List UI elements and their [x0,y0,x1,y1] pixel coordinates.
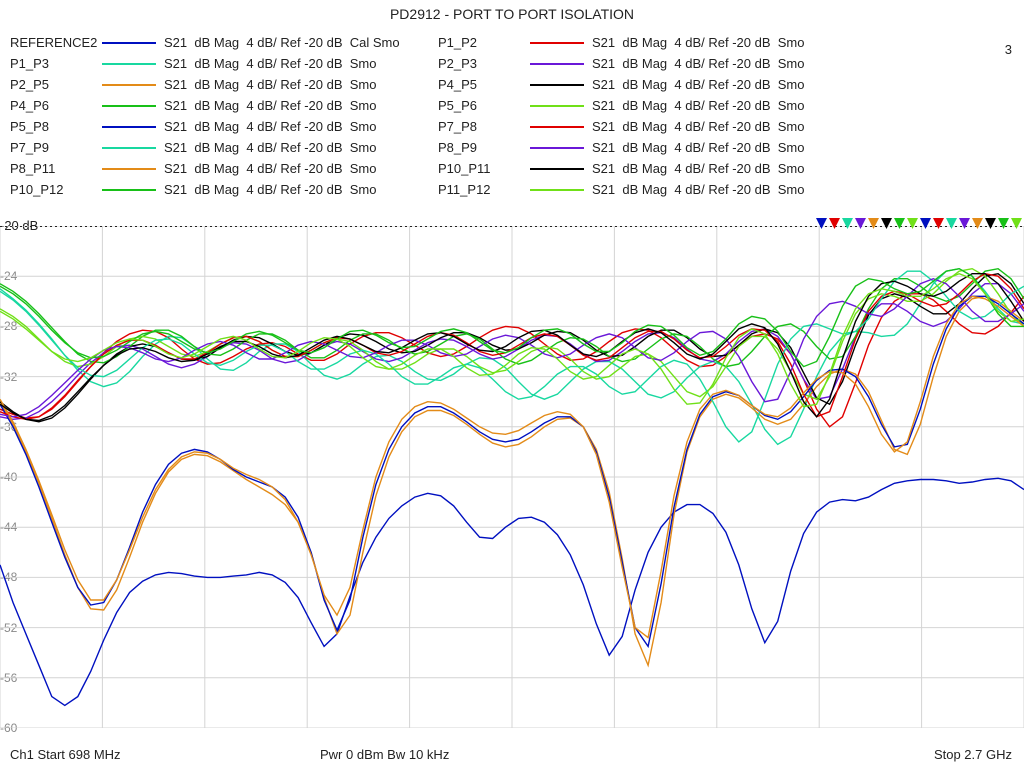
legend-trace-name: P5_P8 [10,119,102,134]
legend-trace-name: P2_P5 [10,77,102,92]
legend-swatch [102,105,156,107]
legend-trace-name: P1_P2 [438,35,530,50]
legend-swatch [530,126,584,128]
legend-item: P1_P2 S21 dB Mag 4 dB/ Ref -20 dB Smo [438,35,866,50]
marker-triangle-icon [933,218,944,229]
legend-item: P4_P5 S21 dB Mag 4 dB/ Ref -20 dB Smo [438,77,866,92]
x-stop-label: Stop 2.7 GHz [934,747,1012,762]
legend-item: P2_P3 S21 dB Mag 4 dB/ Ref -20 dB Smo [438,56,866,71]
legend-swatch [530,147,584,149]
legend-trace-name: P8_P9 [438,140,530,155]
marker-triangle-icon [881,218,892,229]
legend-params: S21 dB Mag 4 dB/ Ref -20 dB Cal Smo [164,35,400,50]
legend-swatch [102,147,156,149]
legend-item: P7_P9 S21 dB Mag 4 dB/ Ref -20 dB Smo [10,140,438,155]
legend-swatch [530,168,584,170]
marker-triangle-icon [1011,218,1022,229]
marker-triangle-icon [868,218,879,229]
legend-trace-name: P1_P3 [10,56,102,71]
legend-swatch [102,42,156,44]
legend-trace-name: P7_P9 [10,140,102,155]
legend-item: P8_P11 S21 dB Mag 4 dB/ Ref -20 dB Smo [10,161,438,176]
marker-triangle-icon [855,218,866,229]
chart-title: PD2912 - PORT TO PORT ISOLATION [0,6,1024,22]
legend-swatch [530,84,584,86]
legend-item: REFERENCE2 S21 dB Mag 4 dB/ Ref -20 dB Ca… [10,35,438,50]
trace-markers [804,216,1024,232]
marker-triangle-icon [985,218,996,229]
legend-item: P5_P6 S21 dB Mag 4 dB/ Ref -20 dB Smo [438,98,866,113]
legend-params: S21 dB Mag 4 dB/ Ref -20 dB Smo [164,161,376,176]
marker-triangle-icon [998,218,1009,229]
legend-params: S21 dB Mag 4 dB/ Ref -20 dB Smo [164,119,376,134]
legend-item: P4_P6 S21 dB Mag 4 dB/ Ref -20 dB Smo [10,98,438,113]
legend-item: P7_P8 S21 dB Mag 4 dB/ Ref -20 dB Smo [438,119,866,134]
x-start-label: Ch1 Start 698 MHz [10,747,121,762]
legend-swatch [530,42,584,44]
legend-swatch [102,84,156,86]
legend-item: P10_P11 S21 dB Mag 4 dB/ Ref -20 dB Smo [438,161,866,176]
legend-trace-name: P4_P6 [10,98,102,113]
legend-item: P8_P9 S21 dB Mag 4 dB/ Ref -20 dB Smo [438,140,866,155]
legend-params: S21 dB Mag 4 dB/ Ref -20 dB Smo [592,119,804,134]
legend-params: S21 dB Mag 4 dB/ Ref -20 dB Smo [592,77,804,92]
legend-params: S21 dB Mag 4 dB/ Ref -20 dB Smo [592,56,804,71]
legend-swatch [102,189,156,191]
legend-trace-name: P5_P6 [438,98,530,113]
pwr-bw-label: Pwr 0 dBm Bw 10 kHz [320,747,449,762]
legend-swatch [530,63,584,65]
legend-params: S21 dB Mag 4 dB/ Ref -20 dB Smo [164,182,376,197]
marker-triangle-icon [920,218,931,229]
marker-triangle-icon [842,218,853,229]
legend-trace-name: P4_P5 [438,77,530,92]
legend-params: S21 dB Mag 4 dB/ Ref -20 dB Smo [164,77,376,92]
marker-triangle-icon [894,218,905,229]
legend-swatch [530,105,584,107]
footer: Ch1 Start 698 MHz Pwr 0 dBm Bw 10 kHz St… [0,744,1024,762]
legend-params: S21 dB Mag 4 dB/ Ref -20 dB Smo [592,140,804,155]
marker-triangle-icon [972,218,983,229]
legend-item: P1_P3 S21 dB Mag 4 dB/ Ref -20 dB Smo [10,56,438,71]
marker-triangle-icon [816,218,827,229]
legend-item: P10_P12 S21 dB Mag 4 dB/ Ref -20 dB Smo [10,182,438,197]
legend-trace-name: P10_P12 [10,182,102,197]
legend-trace-name: P11_P12 [438,182,530,197]
legend-params: S21 dB Mag 4 dB/ Ref -20 dB Smo [164,140,376,155]
legend-item: P11_P12 S21 dB Mag 4 dB/ Ref -20 dB Smo [438,182,866,197]
legend-item: P2_P5 S21 dB Mag 4 dB/ Ref -20 dB Smo [10,77,438,92]
legend-swatch [102,168,156,170]
marker-triangle-icon [946,218,957,229]
legend-params: S21 dB Mag 4 dB/ Ref -20 dB Smo [592,98,804,113]
chart-plot [0,226,1024,728]
legend-swatch [530,189,584,191]
marker-triangle-icon [907,218,918,229]
legend-trace-name: P2_P3 [438,56,530,71]
legend-trace-name: REFERENCE2 [10,35,102,50]
legend-swatch [102,63,156,65]
legend-trace-name: P8_P11 [10,161,102,176]
marker-triangle-icon [959,218,970,229]
legend-params: S21 dB Mag 4 dB/ Ref -20 dB Smo [592,182,804,197]
legend-params: S21 dB Mag 4 dB/ Ref -20 dB Smo [592,35,804,50]
legend: REFERENCE2 S21 dB Mag 4 dB/ Ref -20 dB Ca… [10,32,1018,200]
legend-params: S21 dB Mag 4 dB/ Ref -20 dB Smo [592,161,804,176]
legend-swatch [102,126,156,128]
legend-item: P5_P8 S21 dB Mag 4 dB/ Ref -20 dB Smo [10,119,438,134]
legend-trace-name: P10_P11 [438,161,530,176]
legend-params: S21 dB Mag 4 dB/ Ref -20 dB Smo [164,98,376,113]
marker-triangle-icon [829,218,840,229]
legend-params: S21 dB Mag 4 dB/ Ref -20 dB Smo [164,56,376,71]
legend-trace-name: P7_P8 [438,119,530,134]
